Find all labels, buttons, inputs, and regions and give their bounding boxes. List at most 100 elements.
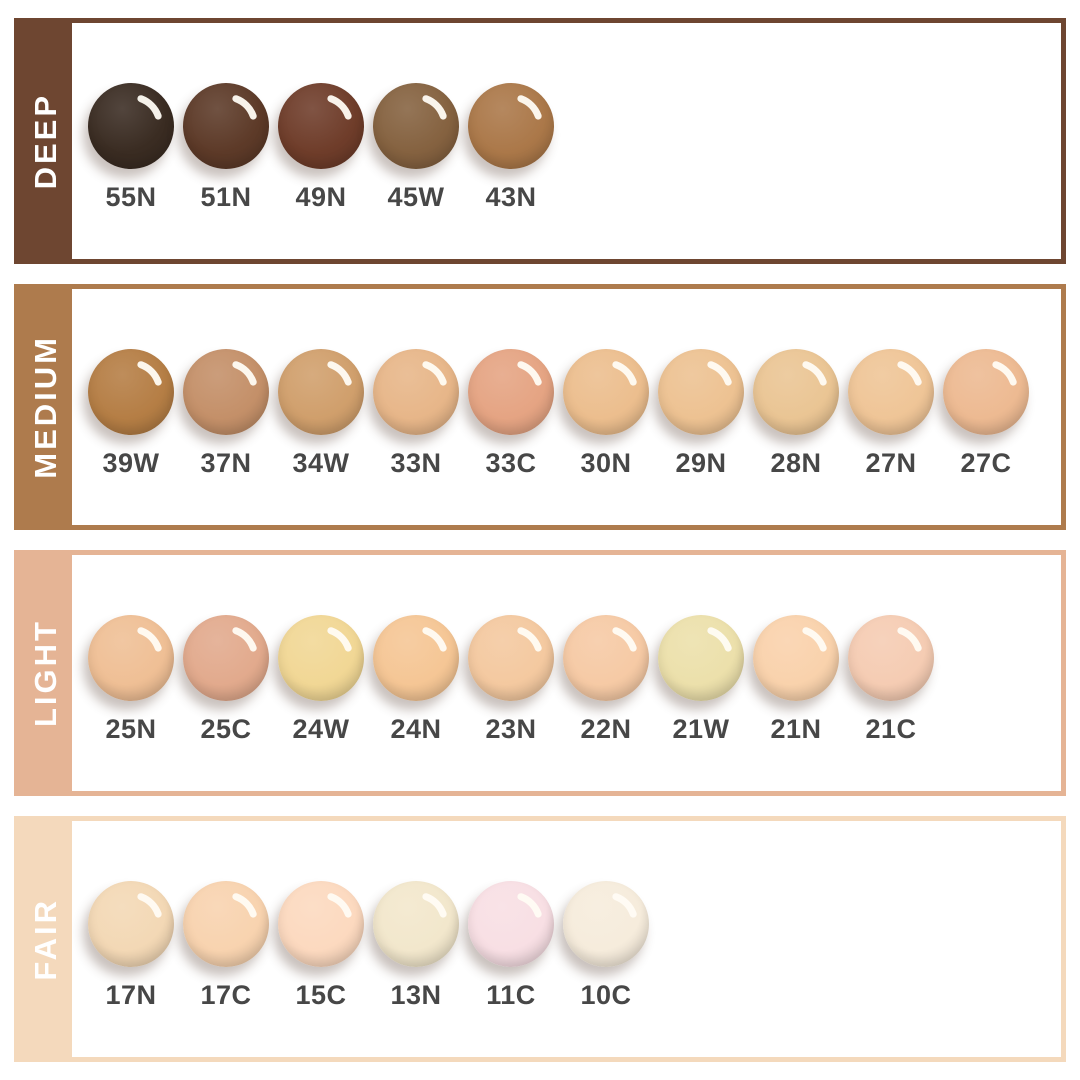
- shade-code: 21N: [770, 714, 822, 744]
- gloss-highlight-icon: [232, 95, 257, 120]
- shade-blob: [88, 349, 174, 435]
- shade-code: 10C: [580, 980, 632, 1010]
- shade-code: 24W: [292, 714, 350, 744]
- shade-code: 23N: [485, 714, 537, 744]
- shade-blob: [468, 83, 554, 169]
- shade-swatch: 21N: [753, 615, 839, 745]
- shade-code: 33N: [390, 448, 442, 478]
- shade-blob: [468, 881, 554, 967]
- shade-blob: [183, 615, 269, 701]
- swatch-list: 17N 17C 15C 13N 11C: [72, 821, 1061, 1057]
- shade-blob: [658, 615, 744, 701]
- swatch-list: 39W 37N 34W 33N 33C: [72, 289, 1061, 525]
- gloss-highlight-icon: [612, 893, 637, 918]
- category-row-medium: MEDIUM 39W 37N 34W: [14, 284, 1066, 530]
- shade-blob: [658, 349, 744, 435]
- shade-code: 17C: [200, 980, 252, 1010]
- shade-code: 49N: [295, 182, 347, 212]
- shade-blob: [943, 349, 1029, 435]
- gloss-highlight-icon: [612, 627, 637, 652]
- swatch-list: 55N 51N 49N 45W 43N: [72, 23, 1061, 259]
- shade-code: 51N: [200, 182, 252, 212]
- shade-blob: [183, 881, 269, 967]
- shade-code: 27N: [865, 448, 917, 478]
- gloss-highlight-icon: [232, 893, 257, 918]
- shade-code: 34W: [292, 448, 350, 478]
- shade-swatch: 22N: [563, 615, 649, 745]
- shade-swatch: 43N: [468, 83, 554, 213]
- shade-blob: [468, 615, 554, 701]
- shade-blob: [563, 881, 649, 967]
- gloss-highlight-icon: [232, 361, 257, 386]
- shade-swatch: 34W: [278, 349, 364, 479]
- gloss-highlight-icon: [707, 361, 732, 386]
- shade-swatch: 27N: [848, 349, 934, 479]
- shade-swatch: 10C: [563, 881, 649, 1011]
- gloss-highlight-icon: [422, 627, 447, 652]
- shade-swatch: 11C: [468, 881, 554, 1011]
- shade-blob: [88, 881, 174, 967]
- gloss-highlight-icon: [137, 95, 162, 120]
- shade-code: 11C: [486, 980, 536, 1010]
- shade-blob: [278, 881, 364, 967]
- category-sidebar: DEEP: [19, 23, 72, 259]
- gloss-highlight-icon: [327, 893, 352, 918]
- shade-swatch: 33N: [373, 349, 459, 479]
- shade-blob: [88, 615, 174, 701]
- gloss-highlight-icon: [137, 361, 162, 386]
- gloss-highlight-icon: [707, 627, 732, 652]
- shade-code: 13N: [390, 980, 442, 1010]
- shade-blob: [88, 83, 174, 169]
- shade-blob: [373, 615, 459, 701]
- shade-swatch: 51N: [183, 83, 269, 213]
- shade-blob: [278, 349, 364, 435]
- shade-blob: [753, 349, 839, 435]
- shade-code: 27C: [960, 448, 1012, 478]
- shade-blob: [373, 349, 459, 435]
- shade-swatch: 45W: [373, 83, 459, 213]
- gloss-highlight-icon: [612, 361, 637, 386]
- gloss-highlight-icon: [327, 361, 352, 386]
- shade-code: 17N: [105, 980, 157, 1010]
- gloss-highlight-icon: [137, 893, 162, 918]
- shade-swatch: 23N: [468, 615, 554, 745]
- shade-swatch: 21W: [658, 615, 744, 745]
- category-label: DEEP: [27, 92, 63, 190]
- category-row-light: LIGHT 25N 25C 24W: [14, 550, 1066, 796]
- shade-swatch: 24N: [373, 615, 459, 745]
- shade-swatch: 17N: [88, 881, 174, 1011]
- shade-blob: [373, 83, 459, 169]
- shade-swatch: 17C: [183, 881, 269, 1011]
- category-label: LIGHT: [27, 619, 63, 727]
- shade-swatch: 25C: [183, 615, 269, 745]
- shade-code: 21W: [672, 714, 730, 744]
- category-row-deep: DEEP 55N 51N 49N 4: [14, 18, 1066, 264]
- shade-code: 39W: [102, 448, 160, 478]
- gloss-highlight-icon: [802, 627, 827, 652]
- shade-code: 33C: [485, 448, 537, 478]
- gloss-highlight-icon: [897, 627, 922, 652]
- gloss-highlight-icon: [517, 95, 542, 120]
- category-sidebar: FAIR: [19, 821, 72, 1057]
- shade-code: 55N: [105, 182, 157, 212]
- shade-code: 15C: [295, 980, 347, 1010]
- gloss-highlight-icon: [517, 893, 542, 918]
- shade-code: 37N: [200, 448, 252, 478]
- gloss-highlight-icon: [137, 627, 162, 652]
- gloss-highlight-icon: [422, 893, 447, 918]
- gloss-highlight-icon: [992, 361, 1017, 386]
- shade-swatch: 30N: [563, 349, 649, 479]
- shade-blob: [753, 615, 839, 701]
- shade-code: 30N: [580, 448, 632, 478]
- shade-code: 43N: [485, 182, 537, 212]
- swatch-list: 25N 25C 24W 24N 23N: [72, 555, 1061, 791]
- shade-blob: [278, 83, 364, 169]
- shade-code: 28N: [770, 448, 822, 478]
- category-label: MEDIUM: [27, 335, 63, 479]
- shade-swatch: 29N: [658, 349, 744, 479]
- category-row-fair: FAIR 17N 17C 15C 1: [14, 816, 1066, 1062]
- shade-swatch: 49N: [278, 83, 364, 213]
- gloss-highlight-icon: [517, 627, 542, 652]
- shade-blob: [848, 615, 934, 701]
